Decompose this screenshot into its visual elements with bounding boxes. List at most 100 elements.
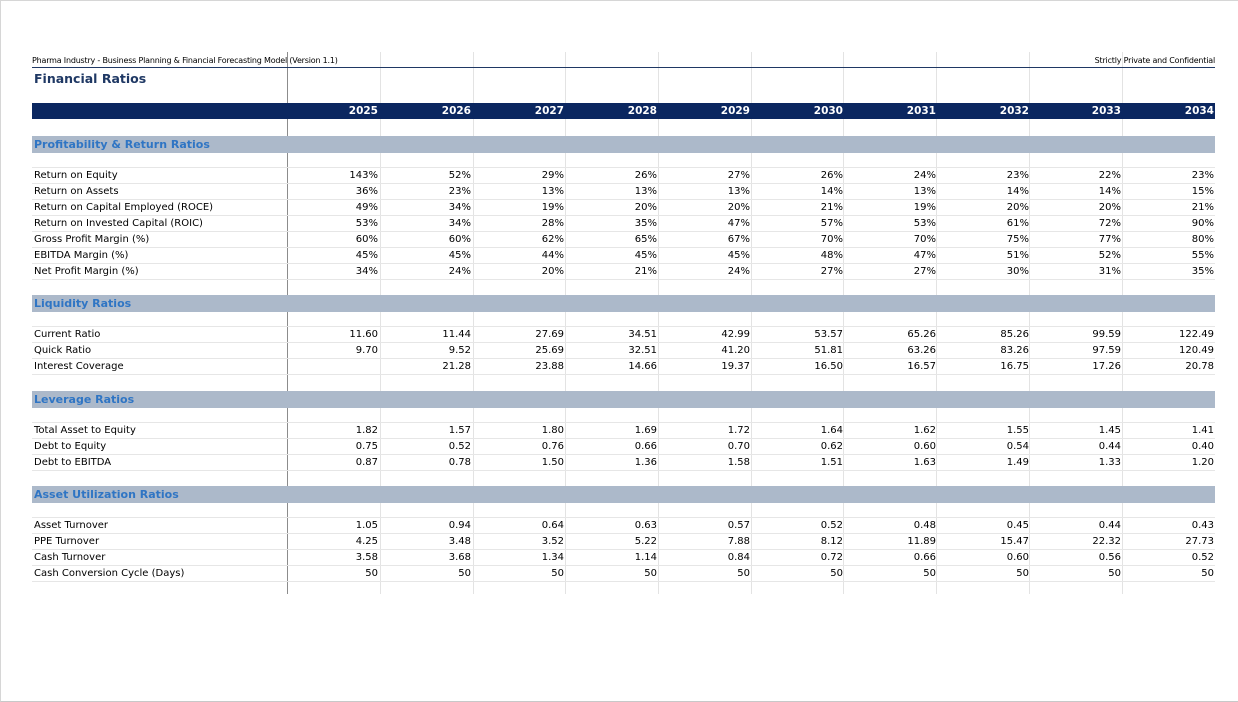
cell-value[interactable]: 50: [1016, 568, 1029, 579]
cell-value[interactable]: 27%: [913, 266, 936, 277]
cell-value[interactable]: 99.59: [1092, 329, 1121, 340]
cell-value[interactable]: 0.60: [1006, 552, 1029, 563]
cell-value[interactable]: 63.26: [907, 345, 936, 356]
cell-value[interactable]: 1.82: [355, 425, 378, 436]
cell-value[interactable]: 19%: [541, 202, 564, 213]
cell-value[interactable]: 45%: [448, 250, 471, 261]
cell-value[interactable]: 13%: [541, 186, 564, 197]
cell-value[interactable]: 42.99: [721, 329, 750, 340]
cell-value[interactable]: 20%: [1098, 202, 1121, 213]
cell-value[interactable]: 122.49: [1179, 329, 1214, 340]
cell-value[interactable]: 90%: [1191, 218, 1214, 229]
cell-value[interactable]: 1.14: [634, 552, 657, 563]
cell-value[interactable]: 53%: [355, 218, 378, 229]
cell-value[interactable]: 23%: [1006, 170, 1029, 181]
cell-value[interactable]: 21%: [634, 266, 657, 277]
cell-value[interactable]: 0.48: [913, 520, 936, 531]
cell-value[interactable]: 11.89: [907, 536, 936, 547]
cell-value[interactable]: 3.52: [541, 536, 564, 547]
cell-value[interactable]: 1.69: [634, 425, 657, 436]
cell-value[interactable]: 27%: [820, 266, 843, 277]
cell-value[interactable]: 24%: [727, 266, 750, 277]
cell-value[interactable]: 47%: [727, 218, 750, 229]
cell-value[interactable]: 21%: [820, 202, 843, 213]
cell-value[interactable]: 26%: [820, 170, 843, 181]
cell-value[interactable]: 85.26: [1000, 329, 1029, 340]
cell-value[interactable]: 51.81: [814, 345, 843, 356]
cell-value[interactable]: 26%: [634, 170, 657, 181]
cell-value[interactable]: 70%: [820, 234, 843, 245]
cell-value[interactable]: 0.54: [1006, 441, 1029, 452]
cell-value[interactable]: 16.57: [907, 361, 936, 372]
cell-value[interactable]: 34%: [355, 266, 378, 277]
cell-value[interactable]: 9.52: [448, 345, 471, 356]
cell-value[interactable]: 5.22: [634, 536, 657, 547]
cell-value[interactable]: 1.58: [727, 457, 750, 468]
cell-value[interactable]: 77%: [1098, 234, 1121, 245]
cell-value[interactable]: 13%: [727, 186, 750, 197]
cell-value[interactable]: 27%: [727, 170, 750, 181]
cell-value[interactable]: 0.44: [1098, 520, 1121, 531]
cell-value[interactable]: 0.40: [1191, 441, 1214, 452]
cell-value[interactable]: 23%: [1191, 170, 1214, 181]
cell-value[interactable]: 19%: [913, 202, 936, 213]
cell-value[interactable]: 7.88: [727, 536, 750, 547]
cell-value[interactable]: 1.05: [355, 520, 378, 531]
cell-value[interactable]: 20%: [634, 202, 657, 213]
cell-value[interactable]: 50: [458, 568, 471, 579]
cell-value[interactable]: 34.51: [628, 329, 657, 340]
cell-value[interactable]: 14%: [820, 186, 843, 197]
cell-value[interactable]: 65%: [634, 234, 657, 245]
cell-value[interactable]: 14%: [1006, 186, 1029, 197]
cell-value[interactable]: 75%: [1006, 234, 1029, 245]
cell-value[interactable]: 0.63: [634, 520, 657, 531]
cell-value[interactable]: 120.49: [1179, 345, 1214, 356]
cell-value[interactable]: 11.60: [349, 329, 378, 340]
cell-value[interactable]: 83.26: [1000, 345, 1029, 356]
cell-value[interactable]: 57%: [820, 218, 843, 229]
cell-value[interactable]: 60%: [448, 234, 471, 245]
cell-value[interactable]: 1.80: [541, 425, 564, 436]
cell-value[interactable]: 65.26: [907, 329, 936, 340]
cell-value[interactable]: 0.94: [448, 520, 471, 531]
cell-value[interactable]: 45%: [355, 250, 378, 261]
cell-value[interactable]: 0.87: [355, 457, 378, 468]
cell-value[interactable]: 47%: [913, 250, 936, 261]
cell-value[interactable]: 21%: [1191, 202, 1214, 213]
cell-value[interactable]: 19.37: [721, 361, 750, 372]
cell-value[interactable]: 1.57: [448, 425, 471, 436]
cell-value[interactable]: 45%: [727, 250, 750, 261]
cell-value[interactable]: 23.88: [535, 361, 564, 372]
cell-value[interactable]: 9.70: [355, 345, 378, 356]
cell-value[interactable]: 20%: [727, 202, 750, 213]
cell-value[interactable]: 11.44: [442, 329, 471, 340]
cell-value[interactable]: 51%: [1006, 250, 1029, 261]
cell-value[interactable]: 0.52: [448, 441, 471, 452]
cell-value[interactable]: 80%: [1191, 234, 1214, 245]
cell-value[interactable]: 1.62: [913, 425, 936, 436]
cell-value[interactable]: 61%: [1006, 218, 1029, 229]
cell-value[interactable]: 41.20: [721, 345, 750, 356]
cell-value[interactable]: 1.41: [1191, 425, 1214, 436]
cell-value[interactable]: 3.68: [448, 552, 471, 563]
cell-value[interactable]: 143%: [349, 170, 378, 181]
cell-value[interactable]: 27.73: [1185, 536, 1214, 547]
cell-value[interactable]: 50: [365, 568, 378, 579]
cell-value[interactable]: 0.66: [634, 441, 657, 452]
cell-value[interactable]: 25.69: [535, 345, 564, 356]
cell-value[interactable]: 50: [1108, 568, 1121, 579]
cell-value[interactable]: 0.70: [727, 441, 750, 452]
cell-value[interactable]: 97.59: [1092, 345, 1121, 356]
cell-value[interactable]: 14%: [1098, 186, 1121, 197]
cell-value[interactable]: 34%: [448, 218, 471, 229]
cell-value[interactable]: 50: [923, 568, 936, 579]
cell-value[interactable]: 67%: [727, 234, 750, 245]
cell-value[interactable]: 1.72: [727, 425, 750, 436]
cell-value[interactable]: 0.57: [727, 520, 750, 531]
cell-value[interactable]: 8.12: [820, 536, 843, 547]
cell-value[interactable]: 4.25: [355, 536, 378, 547]
cell-value[interactable]: 60%: [355, 234, 378, 245]
cell-value[interactable]: 1.34: [541, 552, 564, 563]
cell-value[interactable]: 34%: [448, 202, 471, 213]
cell-value[interactable]: 1.20: [1191, 457, 1214, 468]
